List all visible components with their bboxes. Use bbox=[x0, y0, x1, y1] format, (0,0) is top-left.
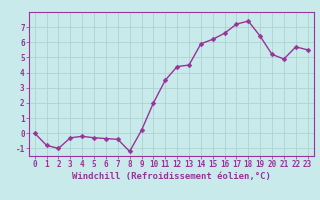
X-axis label: Windchill (Refroidissement éolien,°C): Windchill (Refroidissement éolien,°C) bbox=[72, 172, 271, 181]
